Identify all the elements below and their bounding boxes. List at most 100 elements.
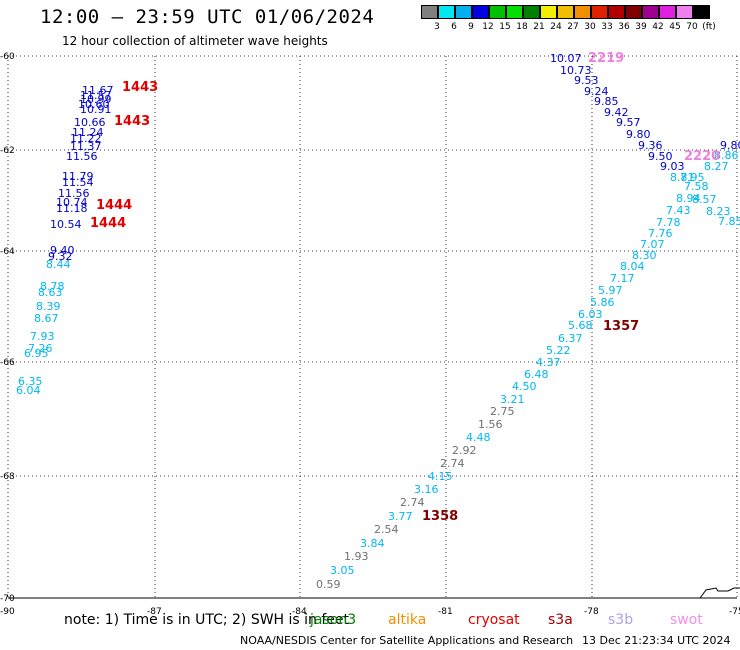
chart-subtitle: 12 hour collection of altimeter wave hei… — [62, 34, 328, 48]
legend-swatch — [608, 5, 625, 19]
swh-value-east: 8.30 — [632, 249, 657, 262]
swh-value-west: 11.56 — [58, 187, 90, 200]
pass-time-label: 1443 — [114, 114, 150, 129]
swh-value-west: 8.78 — [40, 280, 65, 293]
swh-value-east: 4.15 — [428, 470, 453, 483]
footnote: note: 1) Time is in UTC; 2) SWH is in fe… — [64, 612, 350, 628]
latitude-label: -64 — [0, 247, 15, 257]
longitude-label: -87 — [147, 607, 162, 617]
legend-label: 42 — [652, 22, 664, 32]
swh-value-east: 5.97 — [598, 284, 623, 297]
swh-value-west: 11.18 — [56, 202, 88, 215]
legend-label: 70 — [686, 22, 698, 32]
swh-value-east: 0.59 — [316, 578, 341, 591]
coastline — [699, 587, 740, 599]
swh-value-east: 7.07 — [640, 238, 665, 251]
pass-time-label: 1357 — [603, 319, 639, 334]
swh-value-east: 6.37 — [558, 332, 583, 345]
swh-value-east: 7.17 — [610, 272, 635, 285]
swh-value-east: 3.05 — [330, 564, 355, 577]
swh-value-west: 7.26 — [28, 342, 53, 355]
swh-value-west: 8.63 — [38, 286, 63, 299]
latitude-label: -66 — [0, 358, 15, 368]
swh-value-east: 10.07 — [550, 52, 582, 65]
legend-label: 18 — [516, 22, 528, 32]
pass-time-label: 2219 — [588, 51, 624, 66]
swh-value-west: 7.93 — [30, 330, 55, 343]
swh-value-east: 9.57 — [616, 116, 641, 129]
satellite-name: swot — [670, 612, 703, 628]
legend-swatch — [421, 5, 438, 19]
legend-swatch — [693, 5, 710, 19]
swh-value-east: 9.24 — [584, 85, 609, 98]
longitude-label: -84 — [292, 607, 307, 617]
swh-value-east: 2.74 — [400, 496, 425, 509]
swh-value-east: 5.68 — [568, 319, 593, 332]
longitude-label: -75 — [729, 607, 740, 617]
legend-swatch — [557, 5, 574, 19]
swh-value-east: 2.54 — [374, 523, 399, 536]
swh-value-west: 9.40 — [50, 244, 75, 257]
swh-value-east: 2.74 — [440, 457, 465, 470]
legend-label: 12 — [482, 22, 494, 32]
swh-value-west: 6.04 — [16, 384, 41, 397]
swh-value-east: 3.21 — [500, 393, 525, 406]
swh-value-west: 11.22 — [70, 132, 102, 145]
swh-value-west: 8.39 — [36, 300, 61, 313]
swh-value-east: 2.92 — [452, 444, 477, 457]
legend-label: 33 — [601, 22, 613, 32]
swh-value-west: 10.54 — [50, 218, 82, 231]
swh-value-west: 8.67 — [34, 312, 59, 325]
legend-swatch — [438, 5, 455, 19]
swh-value-east: 7.43 — [666, 204, 691, 217]
satellite-name: jason3 — [310, 612, 357, 628]
pass-time-label: 1444 — [90, 216, 126, 231]
longitude-label: -90 — [0, 607, 15, 617]
legend-swatch — [506, 5, 523, 19]
legend-label: 15 — [499, 22, 511, 32]
latitude-label: -70 — [0, 594, 15, 604]
swh-value-east: 9.36 — [638, 139, 663, 152]
swh-value-far-east: 9.80 — [720, 139, 740, 152]
swh-value-east: 2.75 — [490, 405, 515, 418]
swh-value-east: 6.03 — [578, 308, 603, 321]
swh-value-west: 10.99 — [80, 93, 112, 106]
legend-label: 9 — [468, 22, 474, 32]
latitude-label: -60 — [0, 52, 15, 62]
pass-time-label: 1358 — [422, 509, 458, 524]
swh-value-east: 7.78 — [656, 216, 681, 229]
swh-value-west: 11.54 — [62, 176, 94, 189]
satellite-name: s3a — [548, 612, 573, 628]
legend-swatch — [642, 5, 659, 19]
swh-value-west: 9.32 — [48, 250, 73, 263]
legend-label: 30 — [584, 22, 596, 32]
longitude-label: -78 — [584, 607, 599, 617]
legend-label: 21 — [533, 22, 545, 32]
swh-value-west: 8.44 — [46, 258, 71, 271]
legend-swatch — [540, 5, 557, 19]
coastline-segment — [699, 587, 740, 599]
swh-value-west: 11.67 — [82, 84, 114, 97]
latitude-label: -68 — [0, 472, 15, 482]
swh-value-east: 9.85 — [594, 95, 619, 108]
swh-value-east: 8.04 — [620, 260, 645, 273]
swh-value-far-east: 8.23 — [706, 205, 731, 218]
axis-labels: -90 -87 -84 -81 -78 -75 -60 -62 -64 -66 -68 -70 — [0, 52, 740, 617]
generation-timestamp: 13 Dec 21:23:34 UTC 2024 — [582, 634, 731, 647]
legend-swatch — [472, 5, 489, 19]
swh-value-west: 11.56 — [66, 150, 98, 163]
satellite-name: altika — [388, 612, 427, 628]
legend-label: 6 — [451, 22, 457, 32]
legend-label: (ft) — [702, 22, 716, 32]
altimeter-tracks: 11.6711.5710.9910.6010.9110.6611.2411.22… — [16, 51, 740, 591]
swh-value-west: 10.60 — [78, 98, 110, 111]
swh-value-west: 10.66 — [74, 116, 106, 129]
credit-line: NOAA/NESDIS Center for Satellite Applica… — [240, 634, 574, 647]
swh-value-east: 1.93 — [344, 550, 369, 563]
swh-value-east: 8.81 — [670, 171, 695, 184]
swh-value-far-east: 8.86 — [714, 149, 739, 162]
pass-time-label: 1443 — [122, 80, 158, 95]
swh-value-west: 11.24 — [72, 126, 104, 139]
swh-value-far-east: 7.85 — [718, 215, 740, 228]
